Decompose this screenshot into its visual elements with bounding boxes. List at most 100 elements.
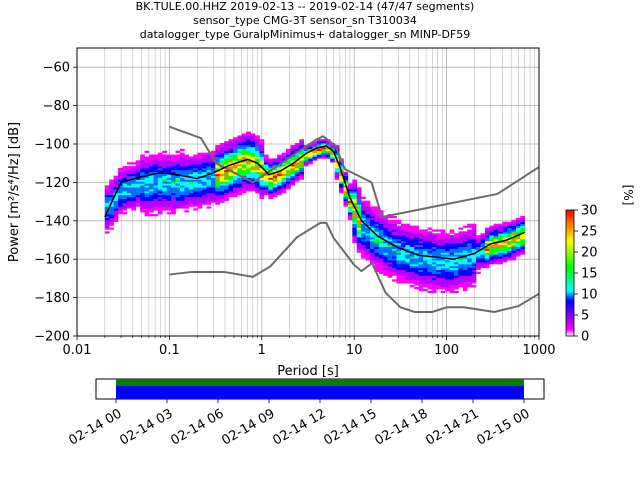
heatmap-cell	[387, 246, 393, 249]
heatmap-cell	[467, 264, 472, 267]
heatmap-cell	[507, 225, 512, 228]
heatmap-cell	[511, 258, 517, 261]
heatmap-cell	[365, 216, 371, 219]
heatmap-cell	[131, 169, 137, 173]
heatmap-cell	[162, 204, 167, 207]
heatmap-cell	[272, 187, 278, 190]
heatmap-cell	[387, 221, 393, 224]
heatmap-cell	[356, 208, 362, 211]
heatmap-cell	[175, 198, 181, 201]
heatmap-cell	[396, 233, 402, 236]
heatmap-cell	[405, 258, 411, 261]
heatmap-cell	[113, 202, 119, 205]
heatmap-cell	[502, 221, 508, 224]
heatmap-cell	[321, 148, 327, 152]
heatmap-cell	[361, 202, 366, 205]
heatmap-cell	[423, 269, 428, 272]
heatmap-cell	[431, 287, 437, 290]
heatmap-cell	[339, 189, 344, 192]
heatmap-cell	[511, 252, 517, 255]
heatmap-cell	[215, 191, 221, 194]
heatmap-cell	[210, 175, 216, 178]
heatmap-cell	[210, 194, 216, 198]
heatmap-cell	[149, 156, 154, 159]
heatmap-cell	[352, 208, 358, 211]
heatmap-cell	[135, 166, 141, 169]
heatmap-cell	[453, 269, 459, 272]
heatmap-cell	[241, 148, 247, 152]
heatmap-cell	[480, 260, 486, 263]
heatmap-cell	[520, 227, 525, 230]
heatmap-cell	[493, 225, 499, 228]
heatmap-cell	[228, 175, 234, 178]
heatmap-cell	[431, 275, 437, 278]
heatmap-cell	[445, 281, 450, 284]
heatmap-cell	[370, 258, 375, 261]
heatmap-cell	[263, 164, 269, 167]
heatmap-cell	[255, 154, 260, 157]
heatmap-cell	[480, 237, 486, 240]
heatmap-cell	[423, 246, 428, 249]
x-tick-label: 1000	[522, 343, 555, 358]
heatmap-cell	[352, 183, 358, 186]
heatmap-cell	[232, 185, 238, 188]
heatmap-cell	[184, 185, 190, 188]
heatmap-cell	[255, 168, 260, 171]
heatmap-cell	[149, 179, 154, 182]
heatmap-cell	[179, 179, 185, 182]
heatmap-cell	[440, 235, 446, 238]
heatmap-cell	[197, 179, 203, 182]
heatmap-cell	[197, 187, 203, 190]
heatmap-cell	[325, 141, 331, 144]
heatmap-cell	[219, 144, 225, 148]
heatmap-cell	[179, 185, 185, 188]
heatmap-cell	[126, 181, 132, 184]
heatmap-cell	[197, 189, 203, 192]
heatmap-cell	[206, 152, 212, 155]
heatmap-cell	[471, 250, 477, 253]
heatmap-cell	[140, 160, 145, 163]
heatmap-cell	[197, 169, 203, 173]
heatmap-cell	[339, 183, 344, 186]
heatmap-cell	[144, 185, 150, 188]
colorbar-tick-label: 10	[581, 288, 598, 303]
heatmap-cell	[219, 177, 225, 180]
heatmap-cell	[458, 235, 464, 238]
heatmap-cell	[268, 158, 274, 161]
heatmap-cell	[321, 154, 327, 157]
heatmap-cell	[109, 216, 114, 219]
heatmap-cell	[277, 166, 282, 169]
heatmap-cell	[507, 242, 512, 246]
heatmap-cell	[153, 187, 159, 190]
heatmap-cell	[157, 187, 163, 190]
heatmap-cell	[414, 258, 419, 261]
heatmap-cell	[418, 279, 424, 282]
heatmap-cell	[365, 239, 371, 242]
x-tick-label: 1	[258, 343, 266, 358]
heatmap-cell	[202, 202, 207, 205]
heatmap-cell	[149, 164, 154, 167]
heatmap-cell	[197, 166, 203, 169]
heatmap-cell	[175, 160, 181, 163]
heatmap-cell	[277, 154, 282, 157]
heatmap-cell	[405, 248, 411, 251]
heatmap-cell	[414, 229, 419, 232]
heatmap-cell	[370, 210, 375, 213]
heatmap-cell	[396, 262, 402, 265]
heatmap-cell	[462, 277, 468, 280]
heatmap-cell	[197, 198, 203, 201]
heatmap-cell	[175, 189, 181, 192]
heatmap-cell	[228, 144, 234, 148]
heatmap-cell	[498, 223, 503, 226]
heatmap-cell	[210, 177, 216, 180]
heatmap-cell	[206, 171, 212, 175]
heatmap-cell	[109, 208, 114, 211]
heatmap-cell	[409, 258, 415, 261]
heatmap-cell	[476, 265, 481, 269]
y-axis: −60−80−100−120−140−160−180−200	[34, 61, 77, 345]
heatmap-cell	[458, 244, 464, 248]
heatmap-cell	[135, 164, 141, 167]
heatmap-cell	[361, 242, 366, 246]
heatmap-cell	[343, 171, 349, 175]
heatmap-cell	[445, 252, 450, 255]
